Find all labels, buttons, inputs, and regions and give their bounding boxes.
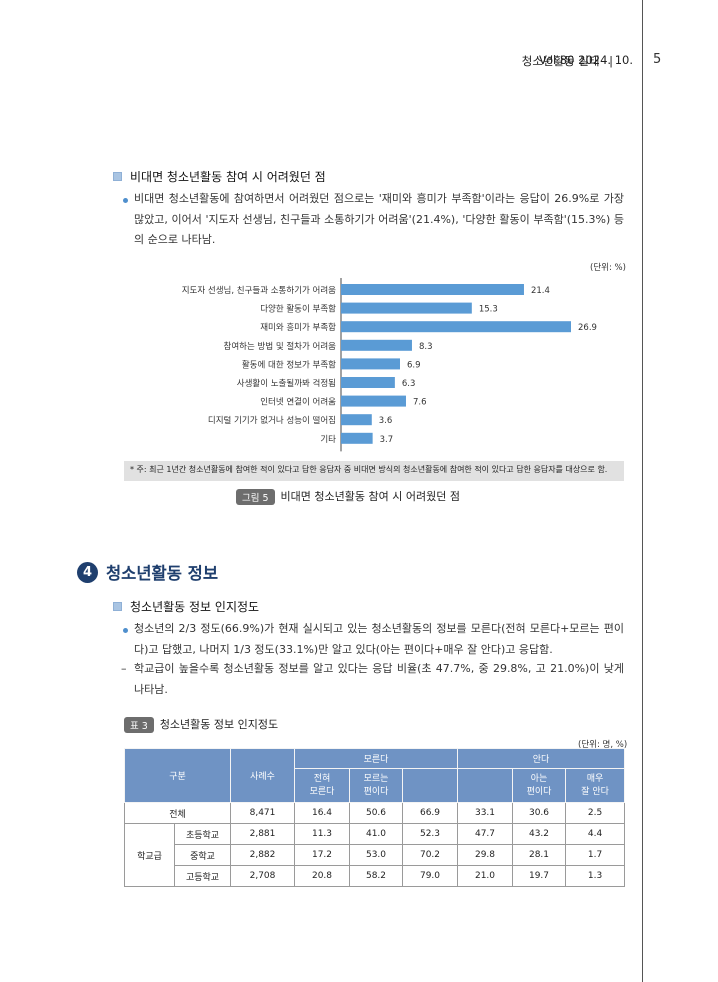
chart-value-label: 6.9 — [407, 360, 421, 370]
th-dont-know-total — [401, 768, 459, 803]
chart-bar — [341, 414, 372, 426]
th-know-total — [457, 768, 514, 803]
chart-unit: (단위: %) — [590, 263, 626, 273]
table-caption: 표 3 청소년활동 정보 인지정도 — [124, 716, 278, 733]
chart-category-label: 인터넷 연결이 어려움 — [260, 397, 336, 408]
square-bullet-icon — [113, 172, 122, 181]
chart-value-label: 15.3 — [479, 305, 498, 315]
bullet-dot-icon — [123, 198, 128, 203]
chart-note: * 주: 최근 1년간 청소년활동에 참여한 적이 있다고 답한 응답자 중 비… — [124, 461, 624, 481]
bar-chart: 지도자 선생님, 친구들과 소통하기가 어려움 21.4 다양한 활동이 부족함 15… — [182, 278, 597, 452]
chart-value-label: 7.6 — [413, 398, 427, 408]
chart-value-label: 26.9 — [578, 323, 597, 333]
subsection-heading-2: 청소년활동 정보 인지정도 — [113, 598, 259, 615]
chart-value-label: 3.6 — [379, 416, 393, 426]
awareness-table: 구분 사례수 모른다 안다 전혀 모른다 모르는 편이다 아는 편이다 매우 잘 안다 … — [124, 748, 626, 887]
chart-value-label: 21.4 — [531, 286, 550, 296]
th-rather-know: 아는 편이다 — [512, 768, 567, 803]
th-rather-not: 모르는 편이다 — [349, 768, 403, 803]
chart-value-label: 6.3 — [402, 379, 416, 389]
paragraph-dash-1: 학교급이 높을수록 청소년활동 정보를 알고 있다는 응답 비율(초 47.7%… — [134, 662, 624, 696]
chart-bar — [341, 302, 472, 314]
chart-category-label: 지도자 선생님, 친구들과 소통하기가 어려움 — [182, 285, 336, 296]
th-dont-know: 모른다 — [293, 748, 459, 769]
section-number: 4 — [77, 562, 98, 583]
paragraph-bullet-2: 청소년의 2/3 정도(66.9%)가 현재 실시되고 있는 청소년활동의 정보… — [134, 622, 624, 656]
chart-bar — [341, 358, 400, 370]
chart-bar — [341, 339, 412, 351]
chart-category-label: 디지털 기기가 없거나 성능이 떨어짐 — [208, 415, 336, 426]
chart-bar — [341, 377, 395, 388]
chart-category-label: 활동에 대한 정보가 부족함 — [242, 359, 336, 370]
chart-bar — [341, 432, 373, 444]
chart-value-label: 3.7 — [380, 435, 394, 445]
chart-category-label: 기타 — [320, 435, 336, 445]
th-very-well: 매우 잘 안다 — [565, 768, 626, 803]
paragraph-bullet-1: 비대면 청소년활동에 참여하면서 어려웠던 점으로는 '재미와 흥미가 부족함'… — [134, 192, 624, 246]
page-number: 5 — [653, 52, 662, 67]
chart-category-label: 재미와 흥미가 부족함 — [260, 322, 336, 333]
chart-category-label: 참여하는 방법 및 절차가 어려움 — [224, 341, 337, 352]
table-badge: 표 3 — [124, 717, 154, 733]
table-row: 전체 8,471 16.4 50.6 66.9 33.1 30.6 2.5 — [124, 802, 626, 824]
th-not-at-all: 전혀 모른다 — [294, 768, 350, 803]
chart-category-label: 사생활이 노출될까봐 걱정됨 — [237, 378, 336, 389]
th-category: 구분 — [124, 748, 231, 803]
square-bullet-icon — [113, 602, 122, 611]
table-row: 학교급 초등학교 2,881 11.3 41.0 52.3 47.7 43.2 … — [124, 823, 626, 887]
school-group-label: 학교급 — [124, 823, 175, 887]
header-title: 청소년활동 실태 | — [521, 54, 613, 68]
chart-value-label: 8.3 — [419, 342, 433, 352]
page-header: 청소년활동 실태 | Vol.80 2024. 10. 5 — [0, 52, 718, 69]
th-cases: 사례수 — [230, 748, 295, 803]
table-unit: (단위: 명, %) — [578, 740, 628, 750]
dash-mark: – — [121, 662, 127, 675]
subsection-heading-1: 비대면 청소년활동 참여 시 어려웠던 점 — [113, 168, 326, 185]
th-know: 안다 — [457, 748, 626, 769]
figure-badge: 그림 5 — [236, 489, 275, 505]
chart-bar — [341, 284, 524, 295]
chart-bar — [341, 321, 571, 333]
table-row: 고등학교 2,708 20.8 58.2 79.0 21.0 19.7 1.3 — [125, 865, 626, 887]
figure-caption: 그림 5 비대면 청소년활동 참여 시 어려웠던 점 — [236, 488, 460, 505]
section-title: 4 청소년활동 정보 — [77, 560, 218, 585]
margin-rule — [642, 0, 643, 982]
table-row: 중학교 2,882 17.2 53.0 70.2 29.8 28.1 1.7 — [125, 844, 626, 866]
header-volume: Vol.80 2024. 10. — [539, 53, 634, 67]
bullet-dot-icon — [123, 628, 128, 633]
chart-category-label: 다양한 활동이 부족함 — [260, 304, 336, 315]
chart-bar — [341, 395, 406, 407]
